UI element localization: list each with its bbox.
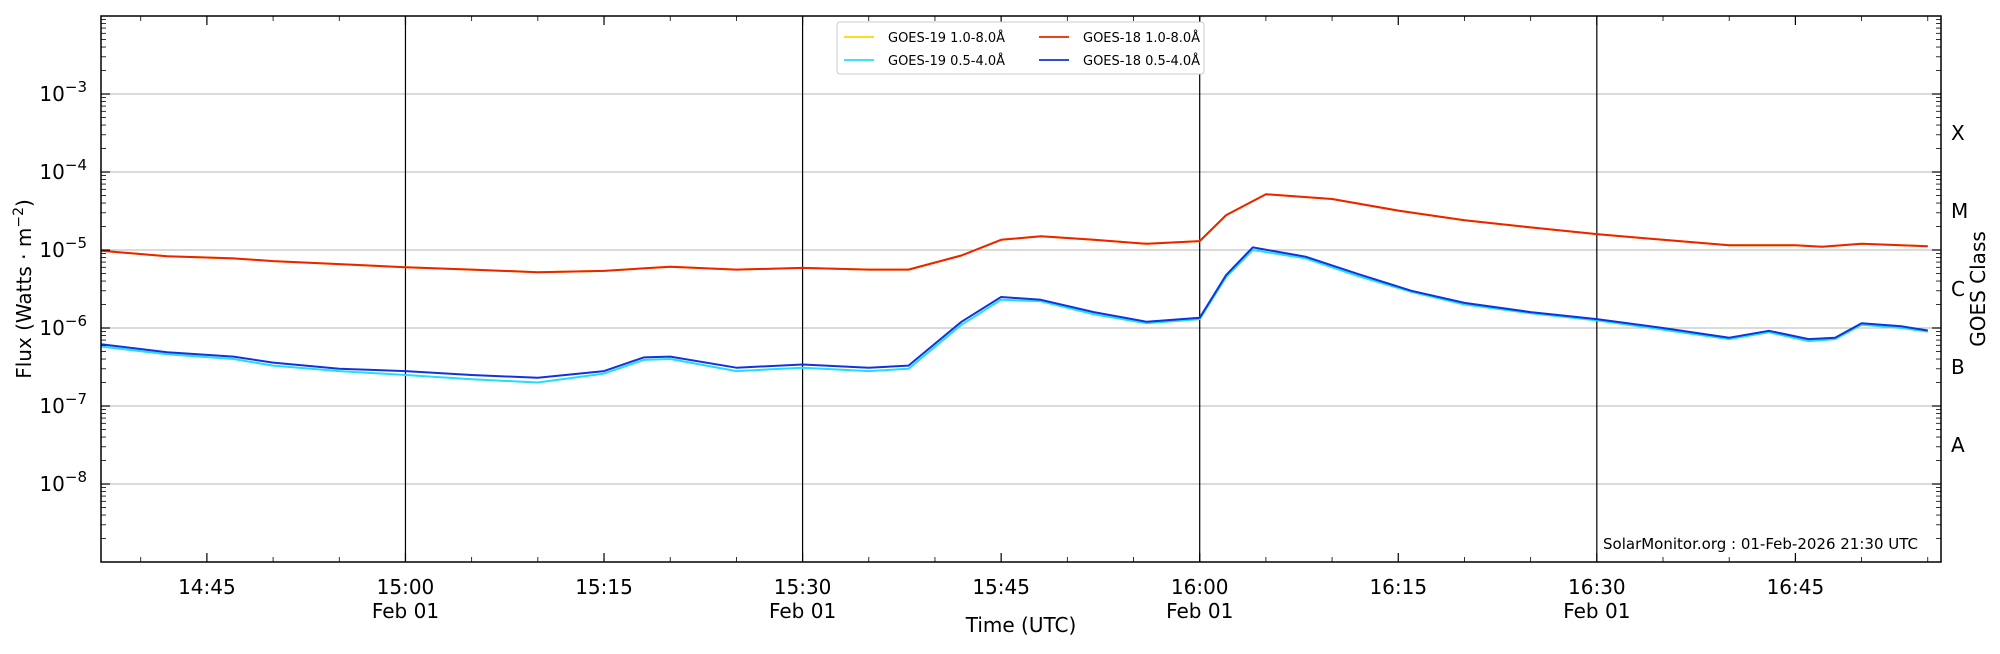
legend-entry-label: GOES-19 0.5-4.0Å	[888, 53, 1005, 69]
y-tick-label: 10−4	[39, 156, 87, 184]
x-tick-label: 16:00	[1171, 575, 1229, 599]
x-tick-date-label: Feb 01	[769, 599, 836, 623]
y-axis-title: Flux (Watts · m−2)	[11, 199, 36, 379]
series-line-3	[100, 246, 1928, 379]
series-line-0	[100, 193, 1928, 274]
plot-frame	[100, 15, 1942, 563]
x-tick-date-label: Feb 01	[1166, 599, 1233, 623]
grid-layer	[101, 93, 1941, 485]
series-layer	[100, 193, 1928, 384]
y-axis: 10−8 10−7 10−6 10−5 10−4 10−3	[39, 19, 1941, 539]
x-tick-label: 15:15	[575, 575, 633, 599]
legend-entry-label: GOES-19 1.0-8.0Å	[888, 30, 1005, 46]
x-tick-label: 15:30	[774, 575, 832, 599]
series-line-1	[100, 193, 1928, 274]
legend-entry-label: GOES-18 0.5-4.0Å	[1083, 53, 1200, 69]
goes-class-b-label: B	[1951, 355, 1965, 379]
goes-class-x-label: X	[1951, 121, 1965, 145]
credit-text: SolarMonitor.org : 01-Feb-2026 21:30 UTC	[1603, 535, 1918, 553]
x-tick-label: 15:00	[377, 575, 435, 599]
x-tick-label: 16:30	[1568, 575, 1626, 599]
y-tick-label: 10−8	[39, 468, 87, 496]
y-tick-label: 10−3	[39, 78, 87, 106]
y-tick-label: 10−7	[39, 390, 87, 418]
series-line-2	[100, 249, 1928, 384]
goes-class-c-label: C	[1951, 277, 1965, 301]
legend: GOES-19 1.0-8.0Å GOES-19 0.5-4.0Å GOES-18 …	[836, 21, 1205, 75]
legend-entry-label: GOES-18 1.0-8.0Å	[1083, 30, 1200, 46]
y-tick-label: 10−6	[39, 312, 87, 340]
goes-class-title: GOES Class	[1966, 231, 1990, 347]
goes-class-m-label: M	[1951, 199, 1968, 223]
legend-box	[836, 21, 1205, 75]
goes-class-a-label: A	[1951, 433, 1965, 457]
goes-class-axis: A B C M X	[1951, 121, 1968, 457]
x-tick-date-label: Feb 01	[372, 599, 439, 623]
x-tick-label: 15:45	[972, 575, 1030, 599]
x-tick-date-label: Feb 01	[1563, 599, 1630, 623]
x-axis-title: Time (UTC)	[965, 613, 1077, 637]
x-tick-label: 16:15	[1369, 575, 1427, 599]
x-tick-label: 16:45	[1767, 575, 1825, 599]
y-tick-label: 10−5	[39, 234, 87, 262]
day-marker-layer	[404, 16, 1598, 562]
x-tick-label: 14:45	[178, 575, 236, 599]
